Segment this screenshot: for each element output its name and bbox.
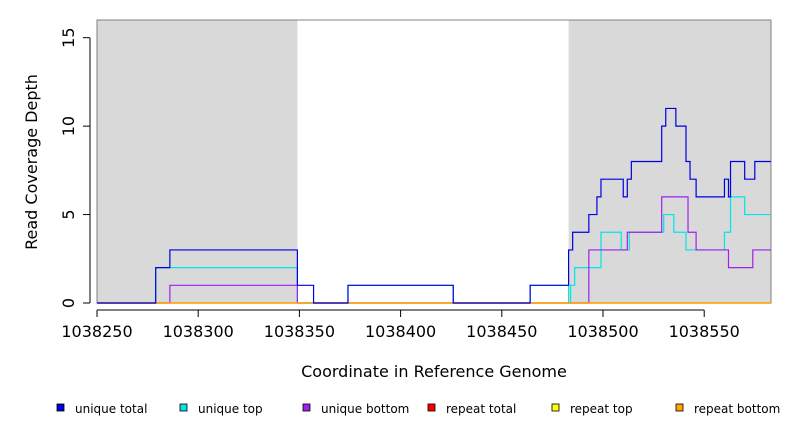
legend-swatch [427,403,436,412]
legend-swatch [56,403,65,412]
series-line-unique-bottom [97,196,771,304]
series-lines [97,107,771,304]
legend-item-repeat-top: repeat top [551,402,633,416]
legend-item-repeat-bottom: repeat bottom [675,402,780,416]
shaded-region-1 [97,20,298,303]
y-tick-label: 15 [59,28,78,48]
x-axis-title: Coordinate in Reference Genome [301,362,567,381]
legend-item-repeat-total: repeat total [427,402,516,416]
legend-label: unique bottom [321,402,409,416]
x-tick-label: 1038450 [466,322,537,341]
legend-swatch [302,403,311,412]
legend-item-unique-bottom: unique bottom [302,402,409,416]
legend-item-unique-total: unique total [56,402,147,416]
x-tick-label: 1038300 [163,322,234,341]
legend-label: repeat bottom [694,402,780,416]
y-tick-label: 0 [59,298,78,308]
legend-swatch [675,403,684,412]
legend-item-unique-top: unique top [179,402,263,416]
shaded-regions [97,20,771,303]
y-tick-label: 10 [59,116,78,136]
x-tick-label: 1038500 [567,322,638,341]
x-tick-label: 1038550 [669,322,740,341]
legend-label: unique total [75,402,147,416]
legend-label: unique top [198,402,263,416]
x-tick-label: 1038250 [61,322,132,341]
legend-label: repeat total [446,402,516,416]
y-axis-title: Read Coverage Depth [22,74,41,250]
x-tick-label: 1038350 [264,322,335,341]
x-tick-label: 1038400 [365,322,436,341]
legend-swatch [179,403,188,412]
legend: unique total unique top unique bottom repea… [56,402,780,416]
legend-swatch [551,403,560,412]
series-line-unique-total [97,107,771,304]
legend-label: repeat top [570,402,633,416]
y-tick-label: 5 [59,209,78,219]
axes: 1038250 1038300 1038350 1038400 1038450 10385… [59,28,740,341]
